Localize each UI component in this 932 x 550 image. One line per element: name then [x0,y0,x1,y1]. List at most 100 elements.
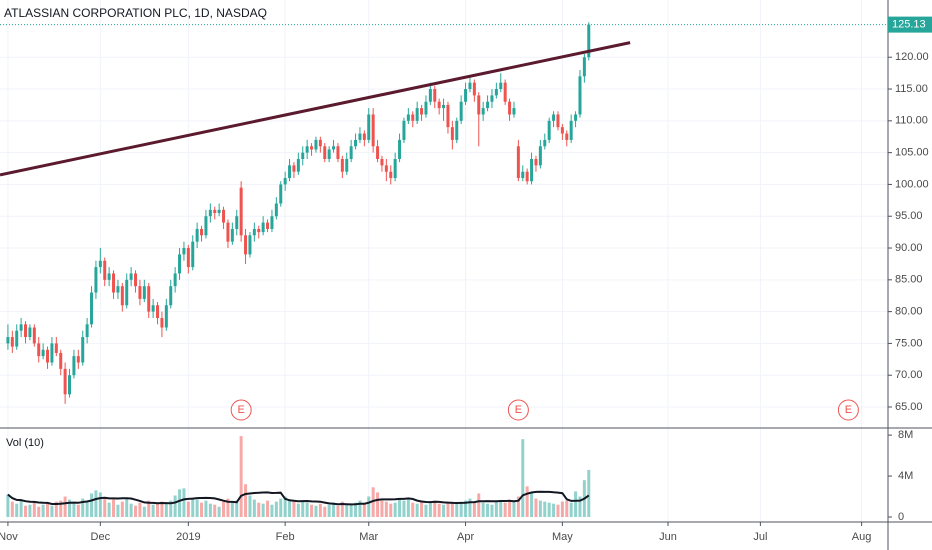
volume-bar [15,503,19,517]
volume-bar [301,501,305,517]
candle-body [103,260,107,280]
volume-bar [283,496,287,517]
volume-bar [98,492,102,517]
volume-bar [323,506,327,517]
volume-bar [151,504,155,517]
candle-body [402,120,406,140]
candle-body [72,356,76,376]
volume-bar [261,503,265,517]
volume-bar [354,502,358,517]
volume-bar [477,493,481,517]
candle-body [582,57,586,77]
x-tick-label: Jul [753,531,767,543]
volume-bar [248,495,252,517]
volume-bar [459,502,463,517]
volume-bar [252,499,256,517]
candle-body [481,108,485,115]
volume-bar [24,505,28,517]
candle-body [477,95,481,115]
candle-body [512,108,516,115]
candle-body [46,349,50,363]
volume-bar [310,504,314,517]
volume-bar [424,504,428,517]
x-tick-label: Feb [276,531,295,543]
candle-body [336,146,340,159]
volume-bar [244,484,248,517]
volume-bar [574,491,578,517]
volume-bar [41,504,45,517]
volume-bar [292,500,296,517]
candle-body [156,305,160,318]
volume-bar [32,502,36,517]
candle-body [442,104,446,109]
volume-bar [455,503,459,517]
volume-bar [54,501,58,517]
candle-body [138,286,142,299]
candle-body [85,324,89,338]
volume-bar [288,499,292,517]
candle-body [226,222,230,242]
candle-body [340,158,344,172]
volume-bar [169,500,173,517]
volume-bar [164,502,168,517]
candle-body [472,82,476,96]
volume-bar [138,502,142,517]
candle-body [239,187,243,236]
candle-body [411,114,415,121]
candle-body [516,146,520,179]
candle-body [230,228,234,242]
candle-body [191,241,195,268]
candle-body [367,114,371,140]
candle-body [151,305,155,312]
volume-bar [371,487,375,517]
volume-bar [446,502,450,517]
volume-bar [367,496,371,517]
volume-bar [226,498,230,517]
volume-bar [525,486,529,517]
volume-bar [296,503,300,517]
volume-bar [72,503,76,517]
candle-body [433,89,437,102]
volume-bar [50,505,54,517]
volume-bar [222,501,226,517]
candle-body [90,292,94,325]
candle-body [552,114,556,121]
volume-bar [486,503,490,517]
volume-bar [266,500,270,517]
volume-bar [235,500,239,517]
volume-bar [116,504,120,517]
y-tick-label: 110.00 [895,115,928,127]
trendline [0,41,631,177]
volume-bar [406,498,410,517]
candle-body [116,286,120,293]
volume-bar [358,500,362,517]
volume-bar [208,503,212,517]
volume-bar [530,492,534,517]
candle-body [406,114,410,121]
volume-bar [411,502,415,517]
volume-bar [270,504,274,517]
candle-body [318,139,322,147]
volume-bar [147,500,151,517]
candle-body [288,165,292,179]
volume-bar [318,503,322,517]
candle-body [446,104,450,128]
candle-body [94,267,98,293]
candle-body [464,89,468,102]
candle-body [455,120,459,140]
volume-bar [63,496,67,517]
candle-body [266,222,270,229]
candle-body [428,89,432,102]
candle-body [547,120,551,140]
candle-body [521,171,525,179]
chart-title: ATLASSIAN CORPORATION PLC, 1D, NASDAQ [4,6,267,20]
y-tick-label: 120.00 [895,51,929,63]
volume-bar [508,499,512,517]
candle-body [323,146,327,159]
volume-bar [204,500,208,517]
candle-body [59,352,63,369]
candle-body [292,165,296,172]
candle-body [217,209,221,214]
volume-bar [534,498,538,517]
y-tick-label: 65.00 [895,401,923,413]
